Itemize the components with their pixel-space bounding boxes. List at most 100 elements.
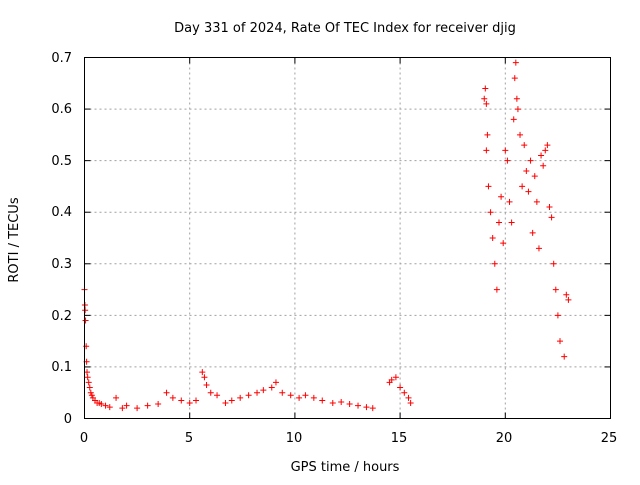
data-point bbox=[544, 142, 551, 149]
data-point bbox=[369, 405, 376, 412]
data-point bbox=[193, 397, 200, 404]
data-point bbox=[529, 229, 536, 236]
data-point bbox=[310, 394, 317, 401]
data-point bbox=[531, 173, 538, 180]
data-point bbox=[397, 384, 404, 391]
data-point bbox=[484, 131, 491, 138]
data-point bbox=[254, 389, 261, 396]
x-tick-label: 25 bbox=[601, 431, 618, 446]
data-point bbox=[228, 397, 235, 404]
data-point bbox=[508, 219, 515, 226]
data-point bbox=[201, 374, 208, 381]
data-point bbox=[207, 389, 214, 396]
data-point bbox=[178, 397, 185, 404]
data-point bbox=[540, 162, 547, 169]
data-point bbox=[548, 214, 555, 221]
x-tick-label: 5 bbox=[185, 431, 193, 446]
data-point bbox=[319, 397, 326, 404]
data-point bbox=[493, 286, 500, 293]
plot-frame bbox=[84, 57, 611, 419]
data-point bbox=[355, 402, 362, 409]
data-point bbox=[481, 95, 488, 102]
data-point bbox=[82, 307, 89, 314]
data-point bbox=[491, 260, 498, 267]
data-point bbox=[302, 392, 309, 399]
data-point bbox=[169, 394, 176, 401]
data-point bbox=[485, 183, 492, 190]
data-point bbox=[388, 376, 395, 383]
data-point bbox=[84, 369, 91, 376]
data-point bbox=[102, 402, 109, 409]
chart-title: Day 331 of 2024, Rate Of TEC Index for r… bbox=[174, 21, 516, 36]
data-point bbox=[401, 389, 408, 396]
data-point bbox=[506, 198, 513, 205]
data-point bbox=[483, 147, 490, 154]
data-point bbox=[487, 209, 494, 216]
data-point bbox=[542, 147, 549, 154]
data-point bbox=[517, 131, 524, 138]
data-point bbox=[123, 402, 130, 409]
data-point bbox=[134, 405, 141, 412]
data-point bbox=[557, 338, 564, 345]
data-point bbox=[363, 404, 370, 411]
data-point bbox=[533, 198, 540, 205]
y-tick-label: 0 bbox=[64, 412, 72, 427]
x-tick-labels: 0 5 10 15 20 25 bbox=[80, 431, 617, 446]
data-point bbox=[519, 183, 526, 190]
data-point bbox=[84, 374, 91, 381]
y-tick-label: 0.6 bbox=[51, 102, 72, 117]
data-point bbox=[119, 405, 126, 412]
data-point bbox=[512, 59, 519, 66]
data-point bbox=[203, 381, 210, 388]
data-point bbox=[552, 286, 559, 293]
y-axis-label: ROTI / TECUs bbox=[7, 197, 22, 282]
data-point bbox=[296, 394, 303, 401]
data-point bbox=[82, 317, 89, 324]
data-point bbox=[502, 147, 509, 154]
data-point bbox=[88, 392, 95, 399]
data-point bbox=[98, 401, 105, 408]
data-point bbox=[268, 384, 275, 391]
y-tick-label: 0.5 bbox=[51, 154, 72, 169]
data-point bbox=[106, 404, 113, 411]
data-point bbox=[521, 142, 528, 149]
data-point bbox=[498, 193, 505, 200]
x-tick-label: 10 bbox=[286, 431, 303, 446]
data-point bbox=[346, 401, 353, 408]
data-point bbox=[287, 392, 294, 399]
data-point bbox=[527, 157, 534, 164]
x-tick-label: 15 bbox=[391, 431, 408, 446]
data-point bbox=[199, 369, 206, 376]
data-point bbox=[392, 374, 399, 381]
data-point bbox=[504, 157, 511, 164]
data-point bbox=[405, 394, 412, 401]
data-point bbox=[489, 235, 496, 241]
data-point bbox=[523, 167, 530, 174]
data-point bbox=[272, 379, 279, 386]
data-point bbox=[525, 188, 532, 195]
data-point bbox=[482, 85, 489, 92]
data-point bbox=[338, 398, 345, 405]
data-point bbox=[561, 353, 568, 360]
x-tick-label: 0 bbox=[80, 431, 88, 446]
data-point bbox=[563, 291, 570, 298]
data-point bbox=[329, 400, 336, 407]
data-point bbox=[85, 379, 92, 386]
data-point bbox=[260, 387, 267, 394]
data-point bbox=[279, 389, 286, 396]
y-tick-label: 0.4 bbox=[51, 205, 72, 220]
data-point bbox=[538, 152, 545, 159]
data-point bbox=[500, 240, 507, 247]
x-axis-label: GPS time / hours bbox=[291, 460, 400, 475]
data-point bbox=[222, 400, 229, 407]
y-tick-label: 0.2 bbox=[51, 309, 72, 324]
data-point bbox=[87, 389, 94, 396]
data-point bbox=[495, 219, 502, 226]
y-tick-label: 0.7 bbox=[51, 51, 72, 66]
data-point bbox=[144, 402, 151, 409]
data-point bbox=[113, 394, 120, 401]
data-point bbox=[483, 100, 490, 107]
data-point bbox=[237, 394, 244, 401]
data-point bbox=[86, 384, 93, 391]
